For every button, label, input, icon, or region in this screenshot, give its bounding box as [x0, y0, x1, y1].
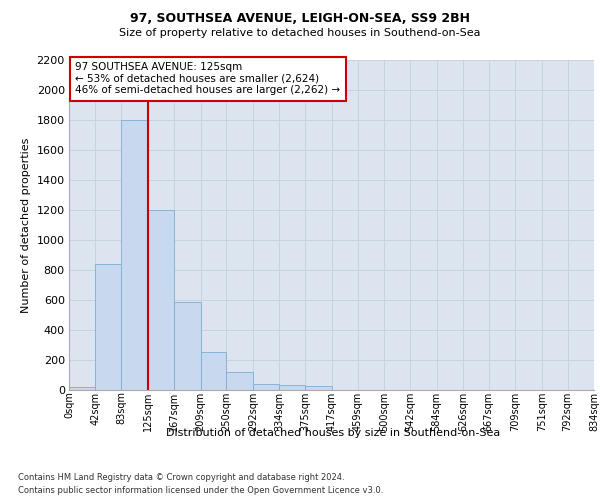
- Bar: [121, 120, 148, 390]
- Bar: [148, 210, 174, 390]
- Bar: [200, 352, 226, 390]
- Bar: [253, 384, 279, 390]
- Text: Contains public sector information licensed under the Open Government Licence v3: Contains public sector information licen…: [18, 486, 383, 495]
- Y-axis label: Number of detached properties: Number of detached properties: [21, 138, 31, 312]
- Bar: [174, 302, 200, 390]
- Bar: [279, 385, 305, 390]
- Text: Size of property relative to detached houses in Southend-on-Sea: Size of property relative to detached ho…: [119, 28, 481, 38]
- Text: 97, SOUTHSEA AVENUE, LEIGH-ON-SEA, SS9 2BH: 97, SOUTHSEA AVENUE, LEIGH-ON-SEA, SS9 2…: [130, 12, 470, 26]
- Bar: [69, 387, 95, 390]
- Bar: [305, 386, 331, 390]
- Text: Distribution of detached houses by size in Southend-on-Sea: Distribution of detached houses by size …: [166, 428, 500, 438]
- Text: Contains HM Land Registry data © Crown copyright and database right 2024.: Contains HM Land Registry data © Crown c…: [18, 472, 344, 482]
- Bar: [95, 264, 121, 390]
- Bar: [226, 372, 253, 390]
- Text: 97 SOUTHSEA AVENUE: 125sqm
← 53% of detached houses are smaller (2,624)
46% of s: 97 SOUTHSEA AVENUE: 125sqm ← 53% of deta…: [75, 62, 340, 96]
